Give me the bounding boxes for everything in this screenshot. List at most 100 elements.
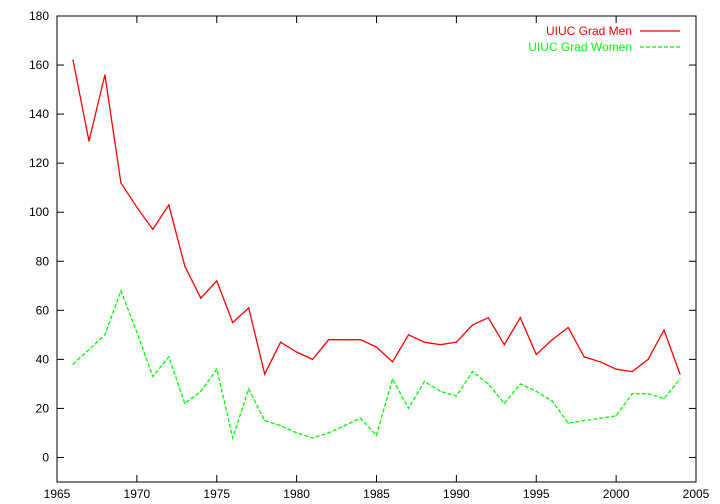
data-point [567, 422, 569, 424]
data-point [152, 375, 154, 378]
data-point [567, 326, 569, 329]
data-point [264, 420, 266, 422]
data-point [72, 59, 74, 61]
data-point [551, 339, 553, 341]
data-point [184, 265, 186, 267]
data-point [232, 437, 234, 439]
legend: UIUC Grad Men UIUC Grad Women [528, 24, 680, 54]
data-point [471, 324, 473, 326]
y-tick-label: 120 [29, 156, 49, 170]
x-tick-label: 1985 [363, 487, 390, 501]
y-tick-label: 0 [42, 450, 49, 464]
data-point [216, 280, 218, 282]
data-point [136, 331, 138, 333]
legend-label: UIUC Grad Women [528, 40, 632, 54]
data-point [407, 407, 410, 410]
data-point [104, 334, 106, 336]
y-tick-label: 80 [36, 254, 50, 268]
data-point [104, 74, 106, 76]
data-point [503, 402, 505, 405]
data-point [375, 346, 378, 348]
data-point [280, 424, 282, 427]
data-point [487, 317, 489, 319]
data-point [343, 339, 346, 341]
data-point [264, 373, 266, 375]
x-tick-label: 1980 [283, 487, 310, 501]
y-tick-label: 20 [36, 401, 50, 415]
data-point [88, 140, 90, 142]
data-point [583, 356, 585, 358]
data-point [599, 417, 601, 419]
x-tick-label: 1970 [124, 487, 151, 501]
data-point [327, 432, 330, 434]
data-point [663, 329, 665, 331]
data-point [312, 358, 314, 360]
data-point [679, 378, 681, 380]
y-tick-label: 100 [29, 205, 49, 219]
data-point [423, 341, 426, 343]
y-tick-label: 160 [29, 58, 49, 72]
data-point [168, 204, 170, 206]
x-tick-label: 2000 [603, 487, 630, 501]
data-point [391, 378, 394, 380]
data-point [136, 206, 138, 208]
data-point [519, 317, 521, 319]
data-point [72, 363, 74, 365]
data-point [232, 321, 234, 324]
data-point [359, 417, 362, 419]
x-tick-label: 2005 [683, 487, 710, 501]
data-point [280, 341, 282, 343]
y-tick-label: 140 [29, 107, 49, 121]
data-point [391, 361, 394, 363]
data-point [168, 356, 170, 358]
data-point [455, 341, 457, 343]
data-point [248, 388, 250, 390]
data-point [120, 290, 122, 292]
data-point [663, 398, 665, 400]
data-point [375, 434, 378, 436]
data-point [248, 307, 250, 309]
y-tick-label: 60 [36, 303, 50, 317]
x-tick-label: 1965 [44, 487, 71, 501]
data-point [88, 348, 90, 351]
data-point [296, 351, 298, 353]
data-point [487, 383, 489, 385]
y-tick-label: 40 [36, 352, 50, 366]
data-point [647, 358, 649, 360]
data-point [343, 424, 346, 427]
data-point [471, 371, 473, 373]
plot-frame [56, 15, 697, 483]
series-line-women [72, 288, 681, 441]
data-point [439, 390, 441, 392]
data-point [439, 344, 441, 346]
data-point [503, 344, 505, 346]
series-line-men [72, 59, 681, 376]
data-point [423, 380, 426, 383]
x-tick-label: 1975 [203, 487, 230, 501]
data-point [647, 393, 649, 395]
data-point [599, 361, 601, 363]
series-layer [72, 59, 681, 441]
data-point [455, 395, 457, 397]
x-tick-label: 1990 [443, 487, 470, 501]
data-point [359, 339, 362, 341]
data-point [216, 368, 218, 370]
data-point [296, 432, 298, 434]
data-point [615, 415, 617, 417]
data-point [152, 228, 154, 230]
x-tick-label: 1995 [523, 487, 550, 501]
data-point [184, 402, 186, 405]
data-point [631, 371, 633, 373]
data-point [551, 400, 553, 402]
data-point [631, 393, 633, 395]
data-point [535, 390, 537, 392]
y-tick-label: 180 [29, 9, 49, 23]
data-point [615, 368, 617, 370]
axes: 0 20 40 60 80 100 120 140 160 180 1965 1970 1975 1980… [29, 9, 710, 501]
data-point [583, 420, 585, 422]
data-point [120, 182, 122, 184]
data-point [200, 297, 202, 299]
data-point [407, 334, 410, 336]
